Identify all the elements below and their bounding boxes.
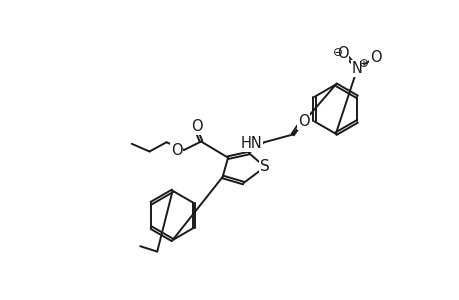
- Text: N: N: [351, 61, 362, 76]
- Text: ⊖: ⊖: [332, 46, 342, 59]
- Text: O: O: [369, 50, 381, 65]
- Text: ⊕: ⊕: [358, 57, 368, 70]
- Text: HN: HN: [241, 136, 262, 151]
- Text: O: O: [336, 46, 348, 61]
- Text: O: O: [297, 114, 308, 129]
- Text: O: O: [191, 119, 202, 134]
- Text: O: O: [171, 143, 182, 158]
- Text: S: S: [260, 159, 269, 174]
